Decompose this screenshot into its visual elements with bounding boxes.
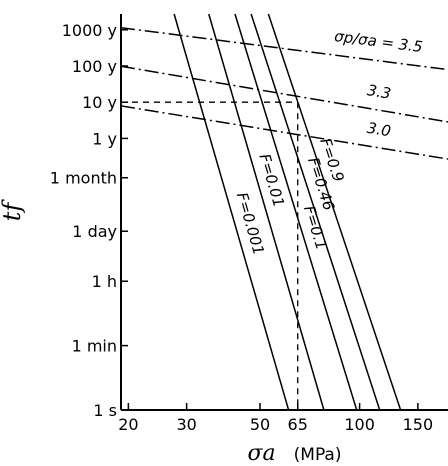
tick-labels: 20 30 50 65 100 150 1 s 1 min 1 h 1 day 1 month 1 y… xyxy=(50,21,433,434)
series-line-f-0-1 xyxy=(234,13,358,411)
series-line-f-0-46 xyxy=(250,13,381,411)
axes xyxy=(120,14,448,411)
series-lines xyxy=(120,13,448,411)
axis-titles: σa (MPa) tf xyxy=(0,199,341,466)
y-tick-label: 1 s xyxy=(93,401,117,420)
x-tick-label: 20 xyxy=(118,415,138,434)
series-line-3-3 xyxy=(120,65,448,123)
series-line-f-0-9 xyxy=(267,13,402,411)
line-label-f-0-01: F=0.01 xyxy=(255,152,288,209)
y-tick-label: 1 month xyxy=(50,169,117,188)
line-label-3-3: 3.3 xyxy=(366,81,393,103)
x-axis-title: σa (MPa) xyxy=(248,441,342,466)
line-label-3-0: 3.0 xyxy=(366,119,392,141)
y-axis-title: tf xyxy=(0,199,26,222)
y-tick-label: 1 h xyxy=(92,272,117,291)
series-line-3-0 xyxy=(120,105,448,160)
line-label-sp-sa-3-5: σp/σa = 3.5 xyxy=(333,27,423,56)
y-tick-label: 1 day xyxy=(72,222,117,241)
x-tick-label: 100 xyxy=(344,415,375,434)
guide-lines xyxy=(121,101,299,410)
y-tick-label: 100 y xyxy=(72,57,117,76)
series-line-sp-sa-3-5 xyxy=(120,26,448,71)
x-tick-label: 150 xyxy=(403,415,434,434)
y-tick-label: 10 y xyxy=(82,93,117,112)
y-tick-label: 1 min xyxy=(72,337,117,356)
x-tick-label: 65 xyxy=(288,415,308,434)
series-line-f-0-001 xyxy=(173,13,290,411)
series-line-f-0-01 xyxy=(208,13,325,411)
x-tick-label: 50 xyxy=(250,415,270,434)
y-tick-label: 1000 y xyxy=(62,21,117,40)
x-tick-label: 30 xyxy=(176,415,196,434)
y-tick-label: 1 y xyxy=(92,129,117,148)
